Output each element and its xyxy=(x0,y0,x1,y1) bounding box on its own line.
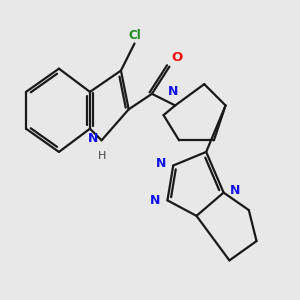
Text: N: N xyxy=(230,184,240,197)
Text: O: O xyxy=(171,51,183,64)
Text: N: N xyxy=(150,194,160,207)
Text: H: H xyxy=(98,151,106,161)
Text: N: N xyxy=(156,157,166,170)
Text: Cl: Cl xyxy=(128,28,141,41)
Text: N: N xyxy=(168,85,178,98)
Text: N: N xyxy=(88,132,98,145)
